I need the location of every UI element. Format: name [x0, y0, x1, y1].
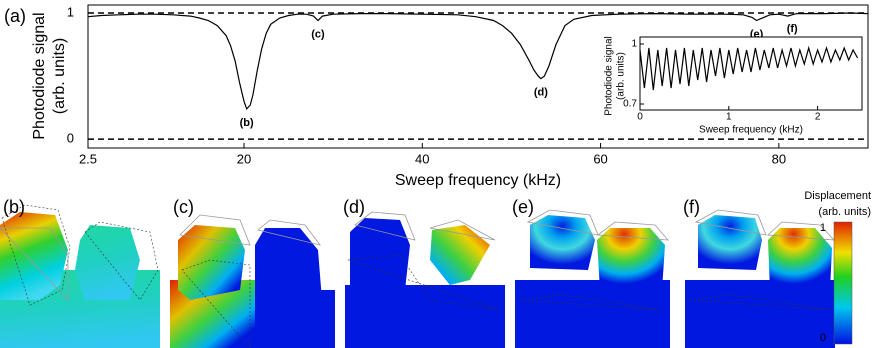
data-line: [87, 12, 869, 111]
data-line: [639, 45, 859, 91]
annotation: (c): [311, 28, 325, 40]
annotation: (d): [534, 86, 548, 98]
panel-e: [515, 209, 670, 348]
y-axis-title: Photodiode signal: [31, 12, 48, 139]
y-axis-title: Photodiode signal: [604, 36, 615, 116]
x-tick-label: 2: [815, 112, 821, 123]
panel-label: (c): [173, 197, 194, 217]
x-tick-label: 2.5: [79, 151, 97, 166]
colorbar-title: Displacement: [804, 190, 871, 202]
plot-frame: [639, 36, 863, 111]
panel-label: (f): [683, 197, 700, 217]
y-tick-label: 0: [67, 131, 74, 146]
colorbar-max: 1: [820, 222, 826, 234]
y-axis-title: (arb. units): [616, 52, 627, 100]
panel-c: [170, 214, 335, 348]
x-tick-label: 0: [637, 112, 643, 123]
panel-d: [345, 211, 505, 348]
y-axis-title: (arb. units): [51, 38, 68, 114]
y-tick-label: 0.7: [623, 99, 637, 110]
y-tick-label: 1: [631, 39, 637, 50]
panel-f: [685, 209, 835, 348]
annotation: (b): [240, 117, 254, 129]
annotation: (f): [787, 23, 798, 35]
panel-label: (e): [512, 197, 534, 217]
panel-label: (d): [343, 197, 365, 217]
panel-b: [0, 204, 160, 348]
x-axis-title: Sweep frequency (kHz): [699, 125, 803, 136]
x-tick-label: 20: [237, 151, 251, 166]
x-tick-label: 40: [415, 151, 429, 166]
panel-label: (a): [4, 6, 26, 26]
x-tick-label: 80: [772, 151, 786, 166]
colorbar-min: 0: [820, 332, 826, 344]
colorbar-title: (arb. units): [818, 206, 871, 218]
simulation-panels: Displacement (arb. units) 1 0 (b) (c) (d…: [0, 190, 871, 348]
colorbar: [833, 221, 853, 345]
panel-label: (b): [3, 197, 25, 217]
y-tick-label: 1: [67, 4, 74, 19]
x-axis-title: Sweep frequency (kHz): [395, 172, 561, 189]
x-tick-label: 1: [726, 112, 732, 123]
x-tick-label: 60: [593, 151, 607, 166]
